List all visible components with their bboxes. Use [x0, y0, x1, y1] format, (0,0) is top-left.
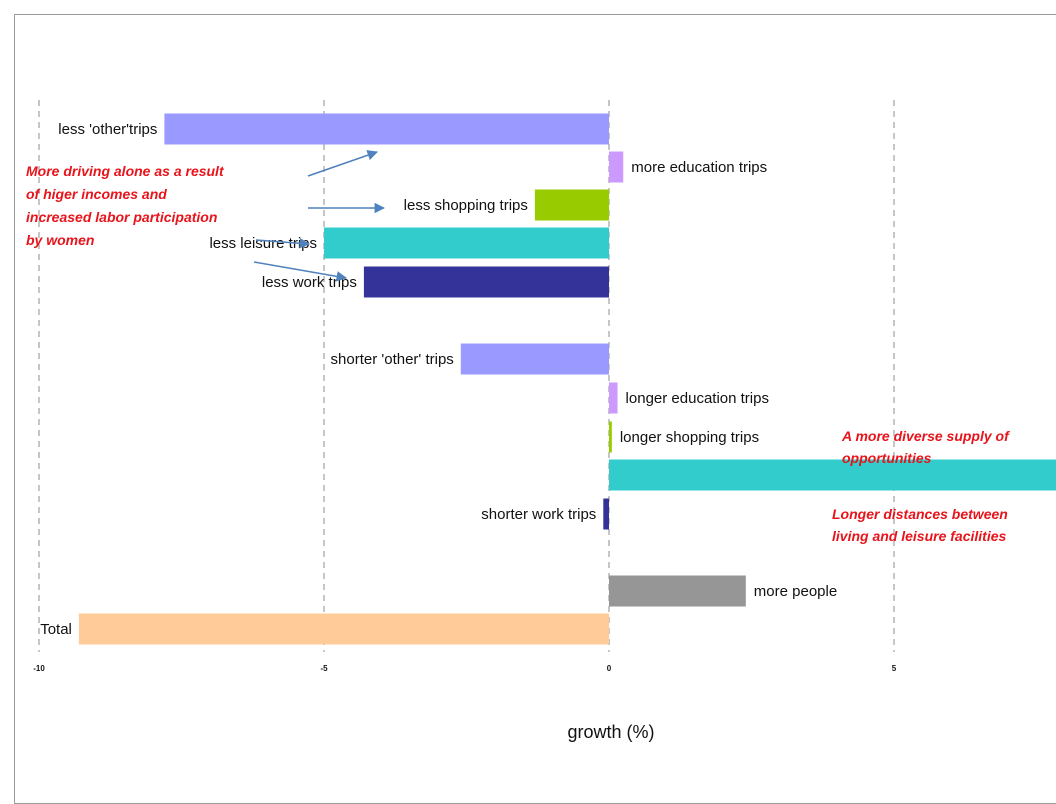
bar-chart: less 'other'trips more education trips les… — [26, 100, 1056, 742]
bar — [363, 266, 609, 298]
bar — [609, 151, 624, 183]
bar — [324, 227, 609, 259]
bar-label: longer education trips — [626, 390, 769, 407]
bar-labels: less 'other'trips more education trips les… — [40, 121, 837, 638]
annotation-line: A more diverse supply of — [841, 428, 1010, 444]
annotation-arrows — [253, 150, 386, 282]
chart-frame — [14, 14, 1056, 804]
annotation-line: of higer incomes and — [26, 186, 167, 202]
bar — [609, 421, 612, 453]
bar-label: more people — [754, 583, 837, 600]
bar-label: Total — [40, 621, 72, 638]
annotation-line: living and leisure facilities — [832, 528, 1006, 544]
annotation-line: by women — [26, 232, 94, 248]
bar-label: longer shopping trips — [620, 429, 759, 446]
x-tick-label: 5 — [892, 664, 897, 673]
bar — [164, 113, 609, 145]
annotation-line: opportunities — [842, 450, 932, 466]
bar — [460, 343, 609, 375]
x-axis-title: growth (%) — [567, 722, 654, 742]
bars — [78, 113, 1056, 645]
bar-label: less work trips — [262, 274, 357, 291]
x-tick-label: -5 — [320, 664, 328, 673]
bar-label: shorter work trips — [481, 506, 596, 523]
annotation-line: More driving alone as a result — [26, 163, 225, 179]
bar-label: less shopping trips — [404, 197, 528, 214]
x-tick-labels: -20-15-10-5051015 — [33, 664, 897, 673]
annotation-arrow — [255, 238, 311, 249]
x-tick-label: 0 — [607, 664, 612, 673]
bar — [609, 382, 618, 414]
bar — [534, 189, 609, 221]
grid-lines — [38, 100, 895, 652]
annotation-line: increased labor participation — [26, 209, 217, 225]
x-tick-label: -10 — [33, 664, 45, 673]
bar — [609, 575, 746, 607]
bar-label: shorter 'other' trips — [331, 351, 454, 368]
annotation-line: Longer distances between — [832, 506, 1008, 522]
annotations: More driving alone as a result of higer i… — [26, 163, 1010, 544]
bar-label: less leisure trips — [209, 235, 317, 252]
bar — [609, 459, 1056, 491]
bar-label: more education trips — [631, 159, 767, 176]
bar — [78, 613, 609, 645]
bar-label: less 'other'trips — [58, 121, 157, 138]
bar — [603, 498, 609, 530]
annotation-arrow — [253, 261, 348, 282]
annotation-arrow — [307, 150, 378, 177]
